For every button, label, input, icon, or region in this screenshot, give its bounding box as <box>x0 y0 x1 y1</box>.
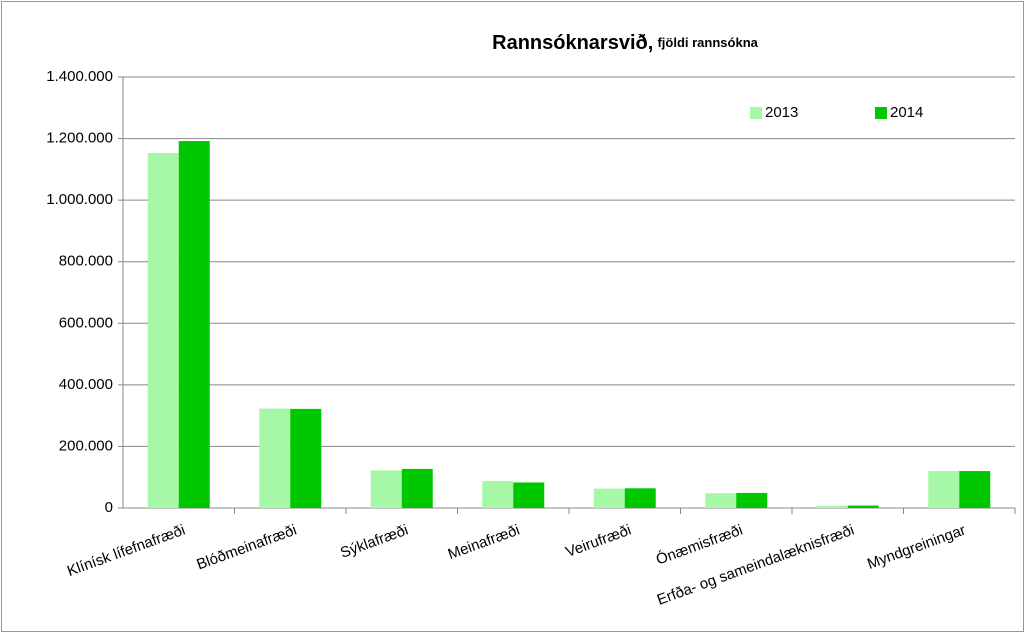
legend-label: 2014 <box>890 104 923 121</box>
y-tick-label: 0 <box>105 499 113 516</box>
bar <box>259 408 291 508</box>
chart-title-group: Rannsóknarsvið, fjöldi rannsókna <box>492 32 759 54</box>
bar <box>290 408 322 508</box>
bar <box>959 471 991 508</box>
y-tick-label: 1.200.000 <box>46 130 113 147</box>
bar <box>705 493 737 508</box>
y-tick-label: 400.000 <box>59 376 113 393</box>
chart-subtitle: fjöldi rannsókna <box>657 35 758 50</box>
bar <box>482 480 514 508</box>
legend-label: 2013 <box>765 104 798 121</box>
y-tick-label: 800.000 <box>59 253 113 270</box>
bar <box>624 488 656 508</box>
y-tick-label: 1.000.000 <box>46 191 113 208</box>
legend-swatch <box>875 107 887 119</box>
bar <box>147 153 179 508</box>
bar <box>370 470 402 508</box>
bar <box>178 141 210 508</box>
y-tick-label: 1.400.000 <box>46 68 113 85</box>
y-tick-label: 600.000 <box>59 314 113 331</box>
bar <box>816 505 848 508</box>
bar <box>513 482 545 508</box>
bar <box>593 488 625 508</box>
bar <box>928 471 960 508</box>
chart-title: Rannsóknarsvið, <box>492 32 653 54</box>
legend-swatch <box>750 107 762 119</box>
y-tick-label: 200.000 <box>59 437 113 454</box>
bar <box>736 492 768 508</box>
bar <box>401 468 433 508</box>
bar <box>847 505 879 508</box>
